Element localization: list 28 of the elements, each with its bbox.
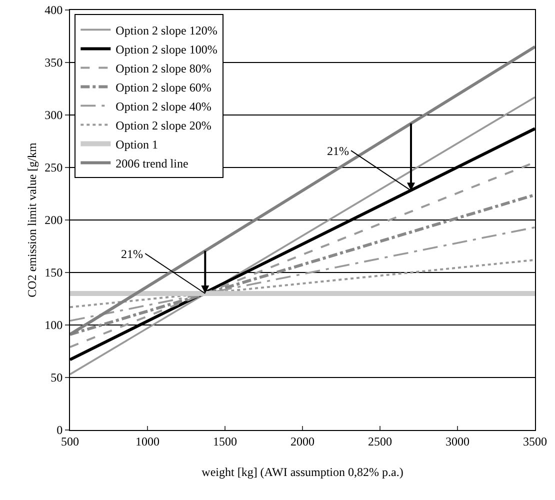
y-tick-label: 0	[56, 423, 63, 438]
annotation: 21%	[121, 247, 143, 261]
legend-label: Option 2 slope 80%	[116, 61, 212, 76]
legend-label: Option 2 slope 20%	[116, 118, 212, 132]
legend-label: Option 2 slope 60%	[116, 80, 212, 94]
x-tick-label: 3500	[523, 434, 547, 448]
y-tick-label: 400	[44, 3, 63, 18]
x-tick-label: 2500	[368, 434, 392, 448]
x-axis-title: weight [kg] (AWI assumption 0,82% p.a.)	[202, 465, 404, 479]
x-tick-label: 3000	[446, 434, 470, 448]
y-tick-label: 250	[44, 160, 63, 175]
legend-label: 2006 trend line	[116, 156, 188, 170]
annotation: 21%	[327, 144, 349, 158]
legend-label: Option 2 slope 120%	[116, 23, 218, 38]
y-axis-title: CO2 emission limit value [g/km	[25, 142, 39, 298]
x-tick-label: 1000	[136, 434, 160, 448]
y-tick-label: 350	[44, 56, 63, 70]
legend-label: Option 2 slope 100%	[116, 42, 218, 56]
legend-label: Option 2 slope 40%	[116, 99, 212, 114]
x-tick-label: 500	[61, 434, 79, 448]
y-tick-label: 100	[44, 318, 63, 332]
y-tick-label: 150	[44, 266, 63, 280]
x-tick-label: 1500	[213, 434, 237, 448]
x-tick-label: 2000	[290, 434, 314, 448]
legend-label: Option 1	[116, 137, 158, 152]
y-tick-label: 200	[44, 213, 63, 228]
y-tick-label: 300	[44, 108, 63, 122]
y-tick-label: 50	[50, 370, 63, 385]
